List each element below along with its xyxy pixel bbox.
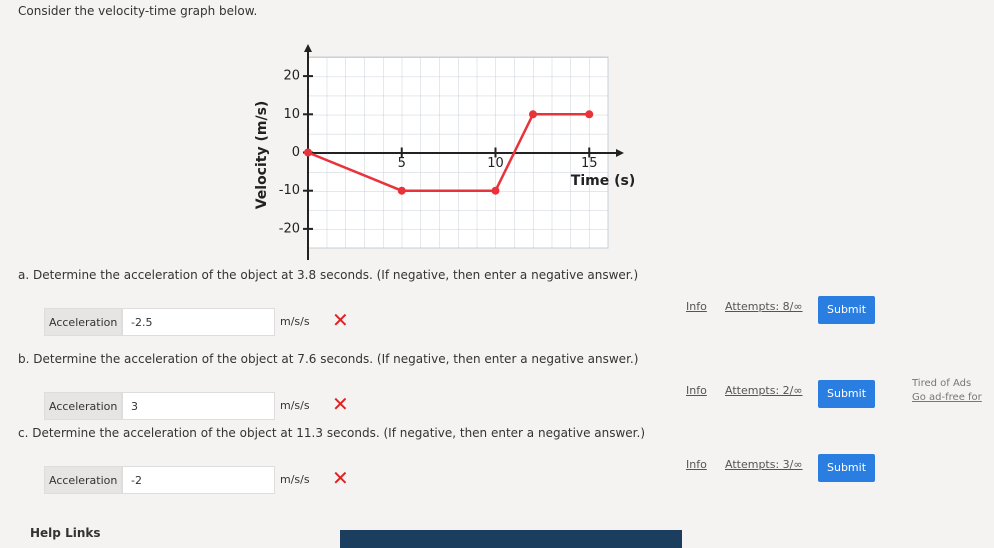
attempts[interactable]: Attempts: 2/∞ [725,384,803,397]
data-point [529,110,537,119]
x-tick-label: 5 [398,156,406,171]
question-text: b. Determine the acceleration of the obj… [18,352,639,366]
submit-button[interactable]: Submit [818,296,875,324]
attempts[interactable]: Attempts: 8/∞ [725,300,803,313]
submit-button[interactable]: Submit [818,454,875,482]
y-tick-label: 10 [283,107,300,122]
y-tick-label: -20 [279,221,300,236]
field-label: Acceleration [44,466,122,494]
data-point [304,148,312,157]
answer-input[interactable]: -2.5 [122,308,275,336]
wrong-mark: ✕ [332,392,349,416]
data-point [491,186,500,195]
x-tick-label: 15 [581,156,598,171]
y-axis-label: Velocity (m/s) [254,101,270,210]
x-axis-label: Time (s) [571,173,635,189]
x-tick-label: 10 [487,156,504,171]
info-link[interactable]: Info [686,384,707,397]
question: c. Determine the acceleration of the obj… [0,426,994,506]
attempts[interactable]: Attempts: 3/∞ [725,458,803,471]
wrong-mark: ✕ [332,466,349,490]
field-label: Acceleration [44,392,122,420]
data-point [585,110,594,119]
info-link[interactable]: Info [686,458,707,471]
ad-banner [340,530,682,548]
y-tick-label: -10 [279,183,300,198]
info-link[interactable]: Info [686,300,707,313]
question-text: a. Determine the acceleration of the obj… [18,268,639,282]
answer-input[interactable]: -2 [122,466,275,494]
unit: m/s/s [280,315,310,328]
unit: m/s/s [280,473,310,486]
field-label: Acceleration [44,308,122,336]
question-text: c. Determine the acceleration of the obj… [18,426,646,440]
prompt: Consider the velocity-time graph below. [18,4,258,18]
y-tick-label: 0 [292,145,300,160]
ad-link[interactable]: Go ad-free for [912,392,982,403]
graph: Time (s) Velocity (m/s) 5 10 15 -20 -10 0 10 20 [254,44,635,260]
x-arrow [616,149,624,157]
question: a. Determine the acceleration of the obj… [0,268,994,348]
ad-title: Tired of Ads [912,378,972,389]
y-arrow [304,44,312,52]
wrong-mark: ✕ [332,308,349,332]
data-point [397,186,406,195]
question: b. Determine the acceleration of the obj… [0,352,994,432]
answer-input[interactable]: 3 [122,392,275,420]
y-tick-label: 20 [283,69,300,84]
help-links[interactable]: Help Links [30,526,101,540]
submit-button[interactable]: Submit [818,380,875,408]
unit: m/s/s [280,399,310,412]
